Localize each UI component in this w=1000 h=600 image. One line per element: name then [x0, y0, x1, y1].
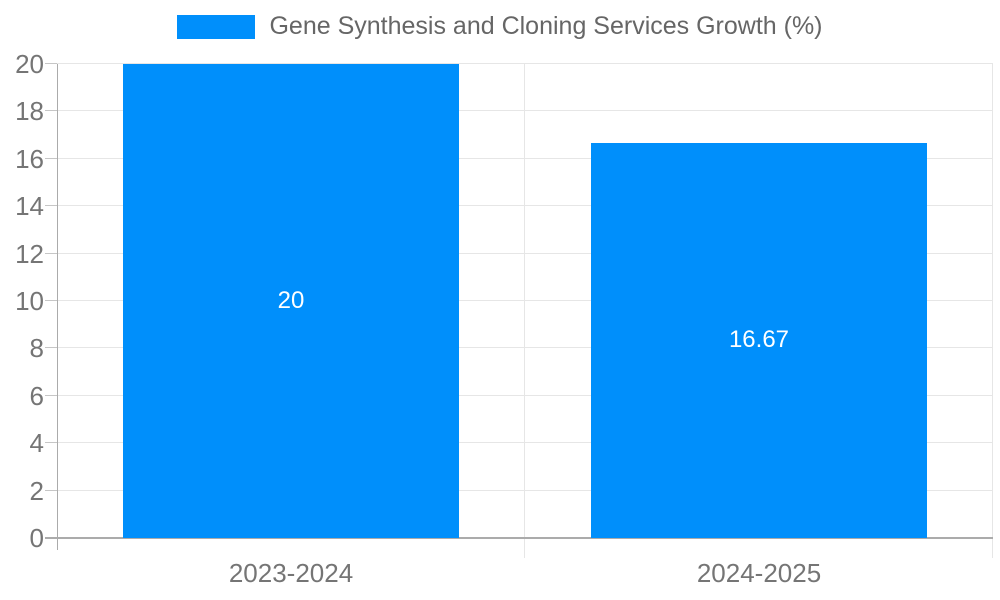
x-tick-label: 2023-2024: [228, 558, 354, 588]
y-gridline: [57, 63, 993, 64]
y-axis-line: [57, 64, 58, 550]
y-tick-label: 8: [29, 333, 44, 364]
category-boundary-line: [524, 64, 525, 558]
y-tick-label: 10: [15, 286, 44, 316]
y-tick-mark: [45, 300, 57, 301]
y-tick-mark: [45, 442, 57, 444]
x-tick-label: 2024-2025: [696, 558, 822, 588]
x-axis-line: [45, 537, 993, 539]
y-tick-label: 16: [15, 143, 44, 174]
y-gridline: [57, 205, 993, 207]
y-gridline: [57, 252, 993, 254]
y-tick-mark: [45, 110, 57, 112]
y-tick-label: 12: [15, 238, 44, 269]
y-tick-label: 0: [29, 523, 44, 553]
y-tick-mark: [45, 347, 57, 349]
y-gridline: [57, 394, 993, 396]
legend-swatch: [177, 14, 256, 39]
y-tick-mark: [45, 157, 57, 159]
bar[interactable]: [122, 64, 460, 538]
y-tick-label: 2: [29, 475, 44, 506]
y-gridline: [57, 300, 993, 301]
y-tick-label: 14: [15, 191, 44, 222]
category-boundary-line: [992, 64, 993, 558]
legend-label: Gene Synthesis and Cloning Services Grow…: [269, 12, 823, 40]
y-gridline: [57, 347, 993, 349]
y-tick-mark: [45, 252, 57, 254]
bar[interactable]: [590, 142, 928, 538]
y-gridline: [57, 110, 993, 112]
y-tick-mark: [45, 394, 57, 396]
bar-value-label: 16.67: [728, 326, 790, 354]
y-tick-label: 6: [29, 380, 44, 411]
bar-value-label: 20: [277, 287, 305, 314]
y-gridline: [57, 442, 993, 444]
legend-item[interactable]: Gene Synthesis and Cloning Services Grow…: [177, 12, 823, 40]
chart-legend: Gene Synthesis and Cloning Services Grow…: [0, 14, 1000, 39]
y-tick-label: 18: [15, 96, 44, 127]
y-tick-label: 4: [29, 428, 44, 459]
y-tick-mark: [45, 205, 57, 207]
y-tick-label: 20: [15, 49, 44, 79]
y-gridline: [57, 489, 993, 491]
y-tick-mark: [45, 63, 57, 64]
y-gridline: [57, 157, 993, 159]
y-tick-mark: [45, 489, 57, 491]
